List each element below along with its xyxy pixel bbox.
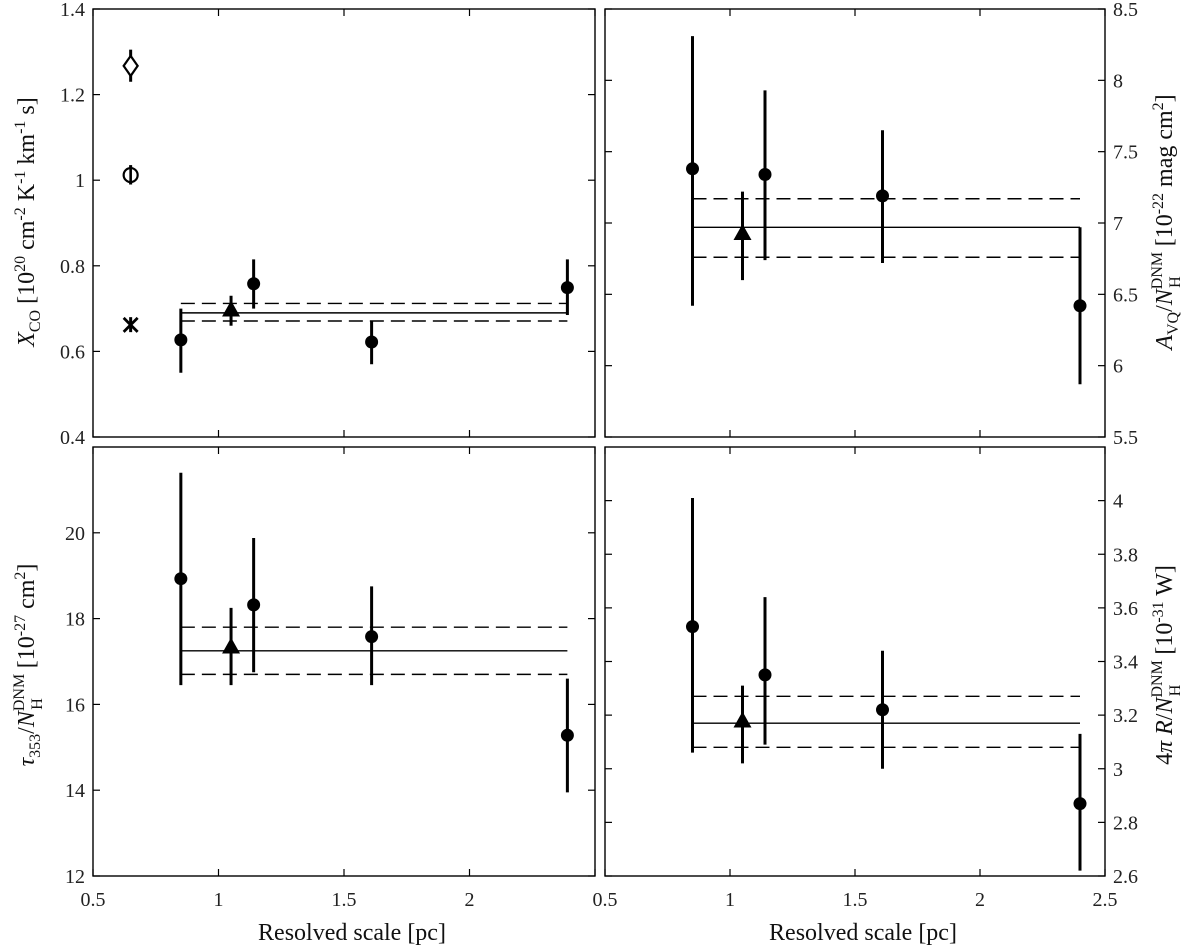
y-tick-label: 7.5 [1113,142,1138,164]
y-tick-label: 6 [1113,356,1123,378]
y-tick-label: 7 [1113,213,1123,235]
data-point-circle [365,630,379,644]
y-tick-label: 1.2 [60,85,85,107]
x-axis-label: Resolved scale [pc] [769,920,957,946]
data-point-circle [174,572,188,586]
data-point-triangle [222,637,241,654]
y-tick-label: 3.6 [1113,598,1138,620]
y-tick-label: 0.6 [60,341,85,363]
panel-top-left: 0.4 0.6 0.8 1 1.2 1.4 [60,0,596,449]
data-point-circle [1073,299,1087,313]
data-point-triangle [222,300,241,317]
ylabel-top-left: XCO [1020 cm-2 K-1 km-1 s] [12,97,44,348]
x-axis-label: Resolved scale [pc] [258,920,446,946]
x-tick-label: 1.5 [843,889,868,911]
y-tick-label: 8.5 [1113,0,1138,21]
data-point-circle [174,333,188,347]
y-tick-label: 0.8 [60,256,85,278]
y-tick-label: 8 [1113,70,1123,92]
y-tick-label: 16 [65,694,85,716]
data-point-circle [247,598,261,612]
y-tick-label: 14 [65,780,85,802]
y-tick-label: 1.4 [60,0,85,21]
data-point-circle [247,277,261,291]
x-tick-label: 1 [214,889,224,911]
x-tick-label: 1 [725,889,735,911]
y-tick-label: 3.8 [1113,544,1138,566]
x-tick-label: 1.5 [332,889,357,911]
y-tick-label: 1 [75,170,85,192]
panels-group: 0.40.60.811.21.45.566.577.588.5121416182… [60,0,1138,946]
y-tick-label: 2.6 [1113,866,1138,888]
data-point-circle [560,728,574,742]
x-tick-label: 2 [465,889,475,911]
panel-bottom-left: 12 14 16 18 20 0.5 1 1.5 2 Resolved scale [pc] [65,446,596,946]
panel-top-right: 5.5 6 6.5 7 7.5 8 8.5 [604,0,1138,449]
data-point-circle [876,189,889,203]
x-tick-label: 2 [975,889,985,911]
ylabel-top-right: AVQ/NDNMH [10-22 mag cm2] [1149,94,1184,351]
y-tick-label: 3.2 [1113,705,1138,727]
data-point-circle [560,281,574,295]
ylabel-bottom-left: τ353/NDNMH [10-27 cm2] [11,564,46,767]
y-tick-label: 6.5 [1113,284,1138,306]
y-tick-label: 18 [65,609,85,631]
x-tick-label: 0.5 [593,889,618,911]
data-point-triangle [733,223,752,240]
data-point-circle [876,703,889,717]
data-point-circle [686,620,699,634]
y-tick-label: 12 [65,866,85,888]
data-point-circle [365,335,379,349]
data-point-circle [1073,797,1087,811]
y-tick-label: 4 [1113,491,1123,513]
panel-bottom-right: 2.6 2.8 3 3.2 3.4 3.6 3.8 4 0.5 1 1.5 2 2.5 Resolved … [593,446,1138,946]
data-point-x [122,316,139,333]
y-tick-label: 3.4 [1113,652,1138,674]
y-tick-label: 5.5 [1113,427,1138,449]
y-tick-label: 0.4 [60,427,85,449]
x-tick-label: 2.5 [1093,889,1118,911]
y-tick-label: 3 [1113,759,1123,781]
data-point-circle [758,167,772,181]
data-point-circle [686,162,699,176]
data-point-diamond [122,54,139,78]
y-tick-label: 2.8 [1113,812,1138,834]
data-point-triangle [733,711,752,728]
x-tick-label: 0.5 [81,889,106,911]
y-tick-label: 20 [65,523,85,545]
ylabel-bottom-right: 4π R/NDNMH [10-31 W] [1149,565,1184,765]
data-point-circle [758,668,772,682]
